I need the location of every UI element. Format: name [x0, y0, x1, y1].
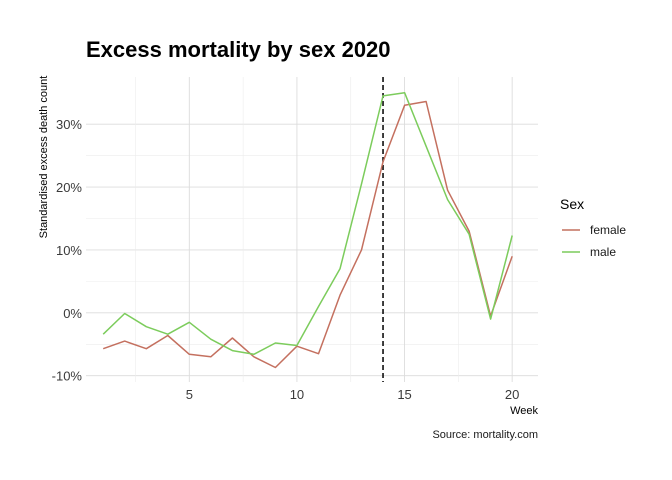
- series-line-male: [102, 91, 513, 356]
- y-axis-tick-labels: -10% 0% 10% 20% 30%: [52, 117, 83, 384]
- x-tick-label: 5: [186, 387, 193, 402]
- chart-title: Excess mortality by sex 2020: [86, 37, 391, 62]
- y-tick-label: 10%: [56, 243, 82, 258]
- x-axis-title: Week: [510, 405, 538, 417]
- y-tick-label: 0%: [63, 306, 82, 321]
- y-tick-label: -10%: [52, 369, 83, 384]
- x-tick-label: 20: [505, 387, 519, 402]
- legend-item-male: male: [562, 245, 616, 259]
- x-tick-label: 10: [290, 387, 304, 402]
- caption: Source: mortality.com: [432, 429, 538, 441]
- grid: [86, 77, 538, 382]
- series-layer: [102, 91, 513, 369]
- y-axis-title: Standardised excess death count: [38, 76, 50, 239]
- y-tick-label: 20%: [56, 180, 82, 195]
- x-axis-tick-labels: 5 10 15 20: [186, 387, 520, 402]
- legend-label-male: male: [590, 245, 616, 259]
- legend-label-female: female: [590, 223, 626, 237]
- legend-item-female: female: [562, 223, 626, 237]
- x-tick-label: 15: [397, 387, 411, 402]
- legend-title: Sex: [560, 196, 584, 212]
- y-tick-label: 30%: [56, 117, 82, 132]
- legend: Sex female male: [560, 196, 626, 259]
- series-line-female: [102, 100, 513, 369]
